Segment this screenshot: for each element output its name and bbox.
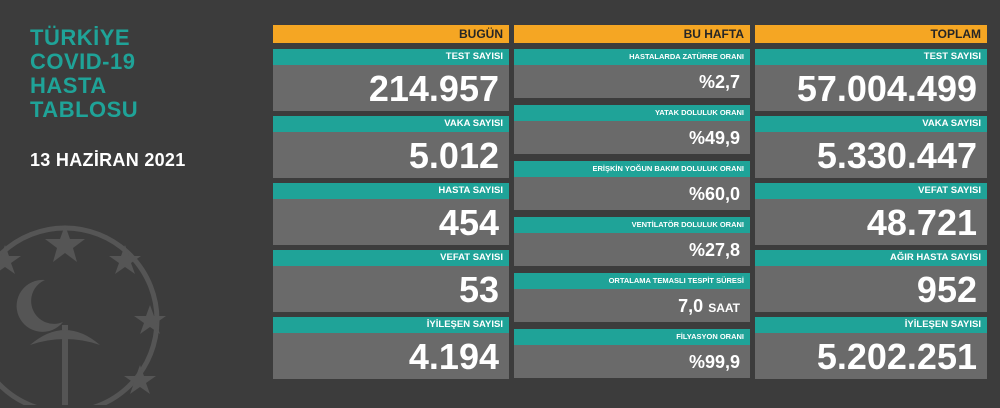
value-text: %99,9 bbox=[688, 352, 740, 372]
value-text: %60,0 bbox=[688, 184, 740, 204]
card-label: VEFAT SAYISI bbox=[273, 250, 509, 266]
value-unit: SAAT bbox=[708, 301, 740, 315]
column-header-this-week: BU HAFTA bbox=[514, 25, 750, 43]
card-week-filiation-rate: FİLYASYON ORANI %99,9 bbox=[514, 329, 750, 378]
card-value: %27,8 bbox=[514, 233, 750, 266]
card-label: TEST SAYISI bbox=[273, 49, 509, 65]
title-line-2: COVID-19 bbox=[30, 49, 136, 74]
value-text: %49,9 bbox=[688, 128, 740, 148]
title-line-3: HASTA bbox=[30, 73, 107, 98]
card-label: VAKA SAYISI bbox=[273, 116, 509, 132]
card-label: HASTALARDA ZATÜRRE ORANI bbox=[514, 49, 750, 65]
card-today-test: TEST SAYISI 214.957 bbox=[273, 49, 509, 111]
card-value: 5.202.251 bbox=[755, 333, 987, 379]
card-label: ORTALAMA TEMASLI TESPİT SÜRESİ bbox=[514, 273, 750, 289]
card-total-recovered: İYİLEŞEN SAYISI 5.202.251 bbox=[755, 317, 987, 379]
title-line-1: TÜRKİYE bbox=[30, 25, 131, 50]
card-value: 454 bbox=[273, 199, 509, 245]
card-today-recovered: İYİLEŞEN SAYISI 4.194 bbox=[273, 317, 509, 379]
card-value: 48.721 bbox=[755, 199, 987, 245]
page-title: TÜRKİYE COVID-19 HASTA TABLOSU bbox=[30, 26, 138, 122]
card-total-deaths: VEFAT SAYISI 48.721 bbox=[755, 183, 987, 245]
column-today: BUGÜN TEST SAYISI 214.957 VAKA SAYISI 5.… bbox=[273, 25, 509, 382]
card-value: 53 bbox=[273, 266, 509, 312]
card-value: 952 bbox=[755, 266, 987, 312]
card-label: AĞIR HASTA SAYISI bbox=[755, 250, 987, 266]
report-date: 13 HAZİRAN 2021 bbox=[30, 150, 186, 170]
card-label: ERİŞKİN YOĞUN BAKIM DOLULUK ORANI bbox=[514, 161, 750, 177]
card-week-contact-detection-time: ORTALAMA TEMASLI TESPİT SÜRESİ 7,0 SAAT bbox=[514, 273, 750, 322]
card-today-deaths: VEFAT SAYISI 53 bbox=[273, 250, 509, 312]
card-today-cases: VAKA SAYISI 5.012 bbox=[273, 116, 509, 178]
column-this-week: BU HAFTA HASTALARDA ZATÜRRE ORANI %2,7 Y… bbox=[514, 25, 750, 382]
column-total: TOPLAM TEST SAYISI 57.004.499 VAKA SAYIS… bbox=[755, 25, 987, 382]
card-week-pneumonia-rate: HASTALARDA ZATÜRRE ORANI %2,7 bbox=[514, 49, 750, 98]
card-week-ventilator-occupancy: VENTİLATÖR DOLULUK ORANI %27,8 bbox=[514, 217, 750, 266]
ministry-emblem-icon bbox=[0, 225, 166, 405]
card-total-critical: AĞIR HASTA SAYISI 952 bbox=[755, 250, 987, 312]
card-value: %2,7 bbox=[514, 65, 750, 98]
card-value: 214.957 bbox=[273, 65, 509, 111]
card-week-icu-occupancy: ERİŞKİN YOĞUN BAKIM DOLULUK ORANI %60,0 bbox=[514, 161, 750, 210]
card-label: VENTİLATÖR DOLULUK ORANI bbox=[514, 217, 750, 233]
card-value: 4.194 bbox=[273, 333, 509, 379]
card-value: 5.012 bbox=[273, 132, 509, 178]
card-total-cases: VAKA SAYISI 5.330.447 bbox=[755, 116, 987, 178]
card-label: İYİLEŞEN SAYISI bbox=[273, 317, 509, 333]
card-value: 7,0 SAAT bbox=[514, 289, 750, 322]
value-text: 7,0 bbox=[678, 296, 704, 316]
card-label: HASTA SAYISI bbox=[273, 183, 509, 199]
value-text: %27,8 bbox=[688, 240, 740, 260]
column-header-total: TOPLAM bbox=[755, 25, 987, 43]
card-value: 57.004.499 bbox=[755, 65, 987, 111]
card-label: İYİLEŞEN SAYISI bbox=[755, 317, 987, 333]
card-value: 5.330.447 bbox=[755, 132, 987, 178]
value-text: %2,7 bbox=[698, 72, 740, 92]
title-line-4: TABLOSU bbox=[30, 97, 139, 122]
card-label: FİLYASYON ORANI bbox=[514, 329, 750, 345]
card-total-test: TEST SAYISI 57.004.499 bbox=[755, 49, 987, 111]
card-label: YATAK DOLULUK ORANI bbox=[514, 105, 750, 121]
card-label: VAKA SAYISI bbox=[755, 116, 987, 132]
card-today-patients: HASTA SAYISI 454 bbox=[273, 183, 509, 245]
column-header-today: BUGÜN bbox=[273, 25, 509, 43]
card-value: %60,0 bbox=[514, 177, 750, 210]
card-value: %99,9 bbox=[514, 345, 750, 378]
card-label: VEFAT SAYISI bbox=[755, 183, 987, 199]
card-week-bed-occupancy: YATAK DOLULUK ORANI %49,9 bbox=[514, 105, 750, 154]
card-label: TEST SAYISI bbox=[755, 49, 987, 65]
card-value: %49,9 bbox=[514, 121, 750, 154]
